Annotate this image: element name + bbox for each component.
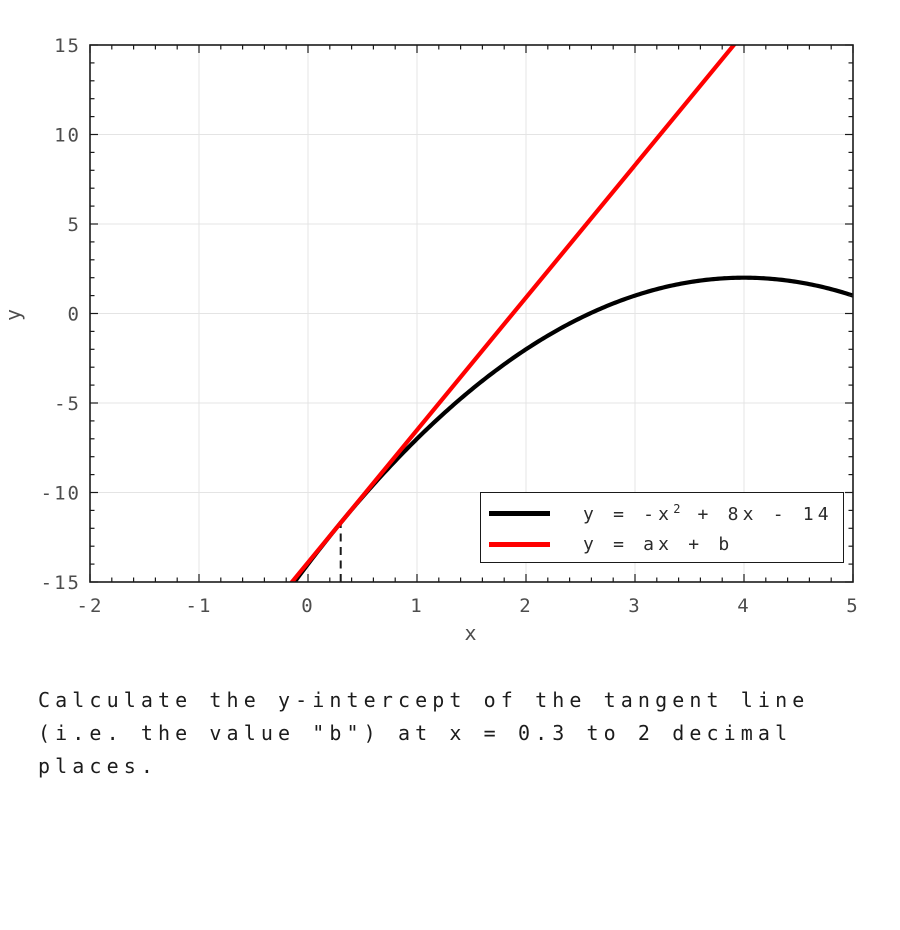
x-tick-label: 5 (846, 595, 859, 617)
x-tick-label: 1 (410, 595, 423, 617)
question-line-2: (i.e. the value "b") at x = 0.3 to 2 dec… (38, 721, 793, 745)
legend-label-parabola: y = -x2 + 8x - 14 (583, 502, 833, 525)
y-axis-label: y (1, 307, 25, 321)
plot-frame (89, 44, 854, 583)
tangent-line-swatch (489, 542, 550, 547)
y-tick-label: 10 (54, 125, 81, 147)
tangent-line-curve (289, 45, 737, 582)
legend-label-tangent: y = ax + b (583, 534, 734, 555)
x-tick-label: 0 (301, 595, 314, 617)
parabola-line-swatch (489, 511, 550, 516)
y-tick-label: 5 (68, 214, 81, 236)
legend-entry-tangent: y = ax + b (489, 529, 843, 560)
question-line-3: places. (38, 754, 158, 778)
chart-legend: y = -x2 + 8x - 14 y = ax + b (480, 492, 844, 563)
y-tick-label: -15 (41, 572, 81, 594)
legend-label-parabola-pre: y = -x (583, 504, 674, 525)
question-text: Calculate the y-intercept of the tangent… (38, 684, 809, 783)
grid-layer (89, 44, 854, 583)
x-axis-label: x (464, 621, 478, 645)
x-tick-label: 2 (519, 595, 532, 617)
x-tick-label: -2 (77, 595, 104, 617)
parabola-curve (291, 275, 853, 582)
function-plot-figure: -2 -1 0 1 2 3 4 5 -15 -10 -5 0 5 10 15 x y y = -x2 + 8… (1, 35, 859, 645)
question-line-1: Calculate the y-intercept of the tangent… (38, 688, 810, 712)
legend-entry-parabola: y = -x2 + 8x - 14 (489, 498, 843, 529)
x-tick-label: -1 (186, 595, 213, 617)
x-tick-label: 3 (628, 595, 641, 617)
series-layer (289, 45, 853, 582)
y-tick-label: 0 (68, 304, 81, 326)
legend-label-parabola-exponent: 2 (673, 502, 683, 516)
x-tick-label: 4 (737, 595, 750, 617)
y-tick-label: 15 (54, 35, 81, 57)
y-tick-label: -10 (41, 483, 81, 505)
legend-label-parabola-post: + 8x - 14 (682, 504, 833, 525)
y-tick-label: -5 (54, 393, 81, 415)
